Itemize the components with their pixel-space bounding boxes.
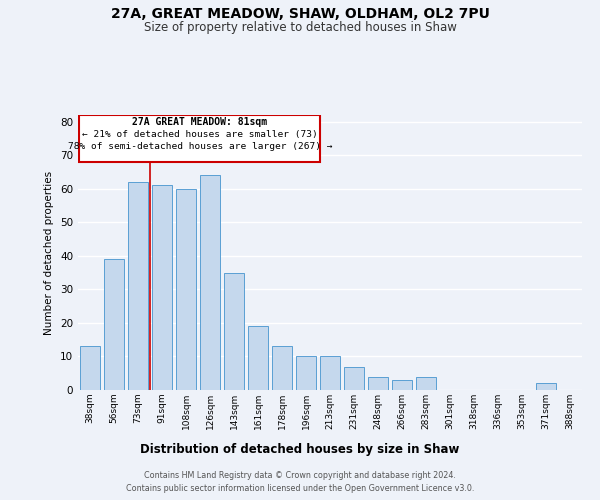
- Bar: [296, 356, 316, 390]
- Text: 27A, GREAT MEADOW, SHAW, OLDHAM, OL2 7PU: 27A, GREAT MEADOW, SHAW, OLDHAM, OL2 7PU: [110, 8, 490, 22]
- Bar: [152, 186, 172, 390]
- Bar: [392, 380, 412, 390]
- Bar: [104, 259, 124, 390]
- Bar: [79, 115, 320, 162]
- Bar: [344, 366, 364, 390]
- Text: 27A GREAT MEADOW: 81sqm: 27A GREAT MEADOW: 81sqm: [132, 118, 268, 128]
- Bar: [176, 189, 196, 390]
- Y-axis label: Number of detached properties: Number of detached properties: [44, 170, 55, 334]
- Bar: [416, 376, 436, 390]
- Bar: [200, 176, 220, 390]
- Text: Contains HM Land Registry data © Crown copyright and database right 2024.: Contains HM Land Registry data © Crown c…: [144, 471, 456, 480]
- Bar: [536, 384, 556, 390]
- Bar: [368, 376, 388, 390]
- Bar: [128, 182, 148, 390]
- Bar: [80, 346, 100, 390]
- Text: Size of property relative to detached houses in Shaw: Size of property relative to detached ho…: [143, 21, 457, 34]
- Text: Contains public sector information licensed under the Open Government Licence v3: Contains public sector information licen…: [126, 484, 474, 493]
- Bar: [272, 346, 292, 390]
- Bar: [320, 356, 340, 390]
- Bar: [224, 272, 244, 390]
- Text: Distribution of detached houses by size in Shaw: Distribution of detached houses by size …: [140, 442, 460, 456]
- Text: ← 21% of detached houses are smaller (73): ← 21% of detached houses are smaller (73…: [82, 130, 317, 139]
- Bar: [248, 326, 268, 390]
- Text: 78% of semi-detached houses are larger (267) →: 78% of semi-detached houses are larger (…: [68, 142, 332, 152]
